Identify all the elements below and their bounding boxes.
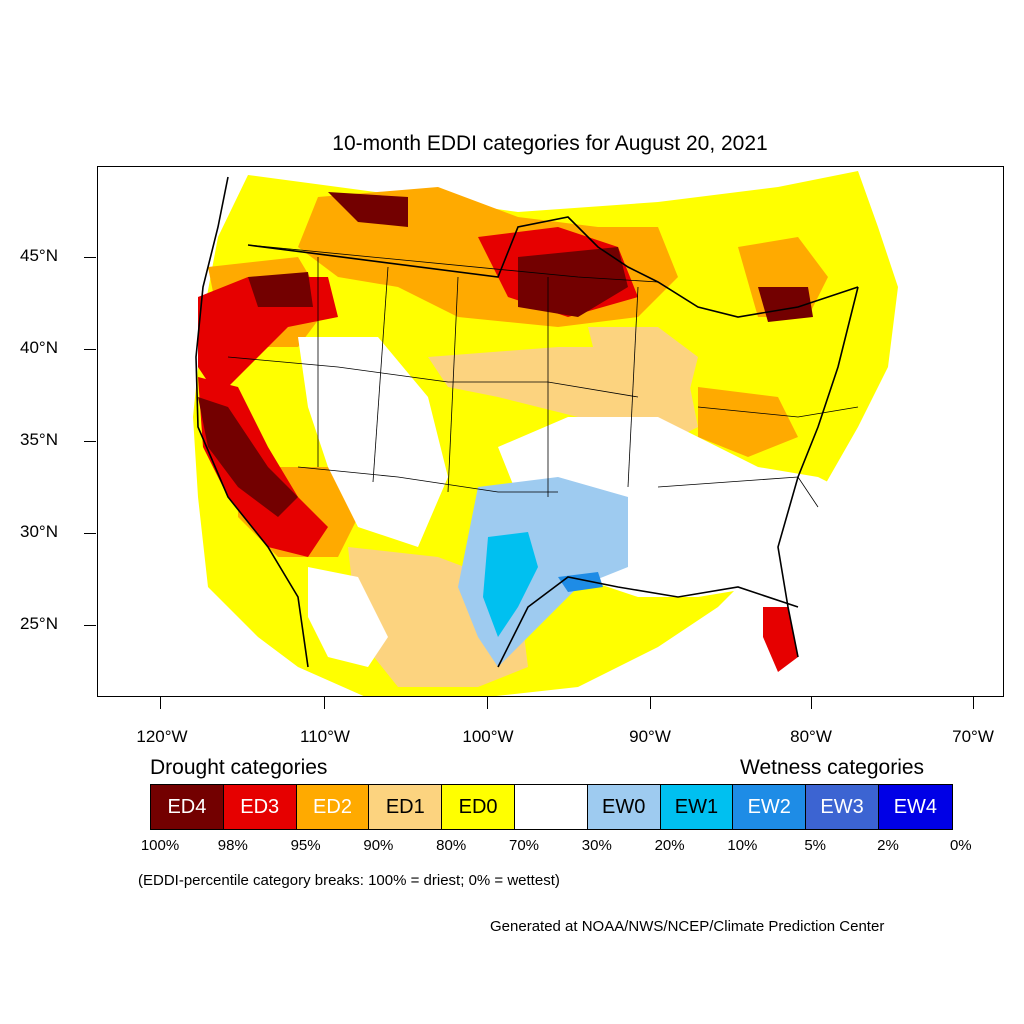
zone-ed4-dakotas: [518, 247, 628, 317]
zone-normal-mexico: [308, 567, 388, 667]
legend-cell-ew2: EW2: [733, 785, 807, 829]
percent-break-label: 20%: [654, 837, 685, 854]
zone-normal-interior-west: [298, 337, 448, 547]
percent-break-label: 10%: [727, 837, 758, 854]
legend-cell-ed1: ED1: [369, 785, 443, 829]
legend-cell-ed3: ED3: [223, 785, 297, 829]
state-borders: [227, 244, 859, 508]
lat-label-40: 40°N: [20, 338, 58, 357]
lon-tick-80: [811, 697, 812, 709]
percent-break-label: 98%: [217, 837, 248, 854]
legend-cell-ed0: ED0: [442, 785, 515, 829]
percent-break-label: 70%: [508, 837, 540, 854]
percent-break-label: 90%: [363, 837, 394, 854]
percent-break-label: 100%: [140, 837, 180, 854]
zone-ed2-ohio: [698, 387, 798, 457]
legend-color-bar: ED4 ED3 ED2 ED1 ED0 EW0 EW1 EW2 EW3 EW4: [150, 784, 953, 830]
lat-tick-30: [84, 533, 96, 534]
coastlines: [195, 176, 859, 668]
percent-break-label: 0%: [949, 837, 972, 854]
percent-break-label: 30%: [581, 837, 612, 854]
lat-label-45: 45°N: [20, 246, 58, 265]
lon-label-70: 70°W: [952, 727, 994, 746]
lon-tick-120: [160, 697, 161, 709]
zone-ed4-montana: [328, 192, 408, 227]
lon-label-90: 90°W: [629, 727, 671, 746]
legend-cell-ew1: EW1: [660, 785, 734, 829]
lon-label-100: 100°W: [462, 727, 514, 746]
lon-label-80: 80°W: [790, 727, 832, 746]
lon-tick-100: [487, 697, 488, 709]
lat-label-35: 35°N: [20, 430, 58, 449]
lon-tick-70: [973, 697, 974, 709]
legend-cell-ew3: EW3: [806, 785, 879, 829]
map-title: 10-month EDDI categories for August 20, …: [332, 132, 768, 155]
lat-tick-45: [84, 257, 96, 258]
percent-break-label: 5%: [804, 837, 827, 854]
lon-tick-110: [324, 697, 325, 709]
legend-cell-normal: [514, 785, 588, 829]
credit-line: Generated at NOAA/NWS/NCEP/Climate Predi…: [490, 918, 885, 935]
eddi-map-canvas: [193, 171, 898, 696]
legend-cell-ew0: EW0: [587, 785, 661, 829]
zone-ed1-midwest: [588, 327, 698, 397]
lon-label-110: 110°W: [300, 727, 350, 746]
legend-cell-ed4: ED4: [151, 785, 224, 829]
lat-label-25: 25°N: [20, 614, 58, 633]
lat-tick-35: [84, 441, 96, 442]
zone-ed4-california: [198, 397, 298, 517]
zone-ed4-ontario: [758, 287, 813, 322]
drought-heading: Drought categories: [150, 756, 328, 779]
lat-label-30: 30°N: [20, 522, 58, 541]
zone-ew1-texas: [483, 532, 538, 637]
zone-ed4-oregon: [248, 272, 313, 307]
lat-tick-40: [84, 349, 96, 350]
percent-break-label: 2%: [877, 837, 899, 854]
legend-cell-ed2: ED2: [296, 785, 370, 829]
eddi-map: [97, 166, 1004, 697]
legend-note: (EDDI-percentile category breaks: 100% =…: [138, 872, 560, 889]
lon-label-120: 120°W: [136, 727, 188, 746]
zone-ed3-florida: [763, 607, 798, 672]
lon-tick-90: [650, 697, 651, 709]
wetness-heading: Wetness categories: [740, 756, 925, 779]
percent-break-label: 80%: [436, 837, 467, 854]
percent-break-label: 95%: [290, 837, 321, 854]
lat-tick-25: [84, 625, 96, 626]
legend-cell-ew4: EW4: [878, 785, 952, 829]
